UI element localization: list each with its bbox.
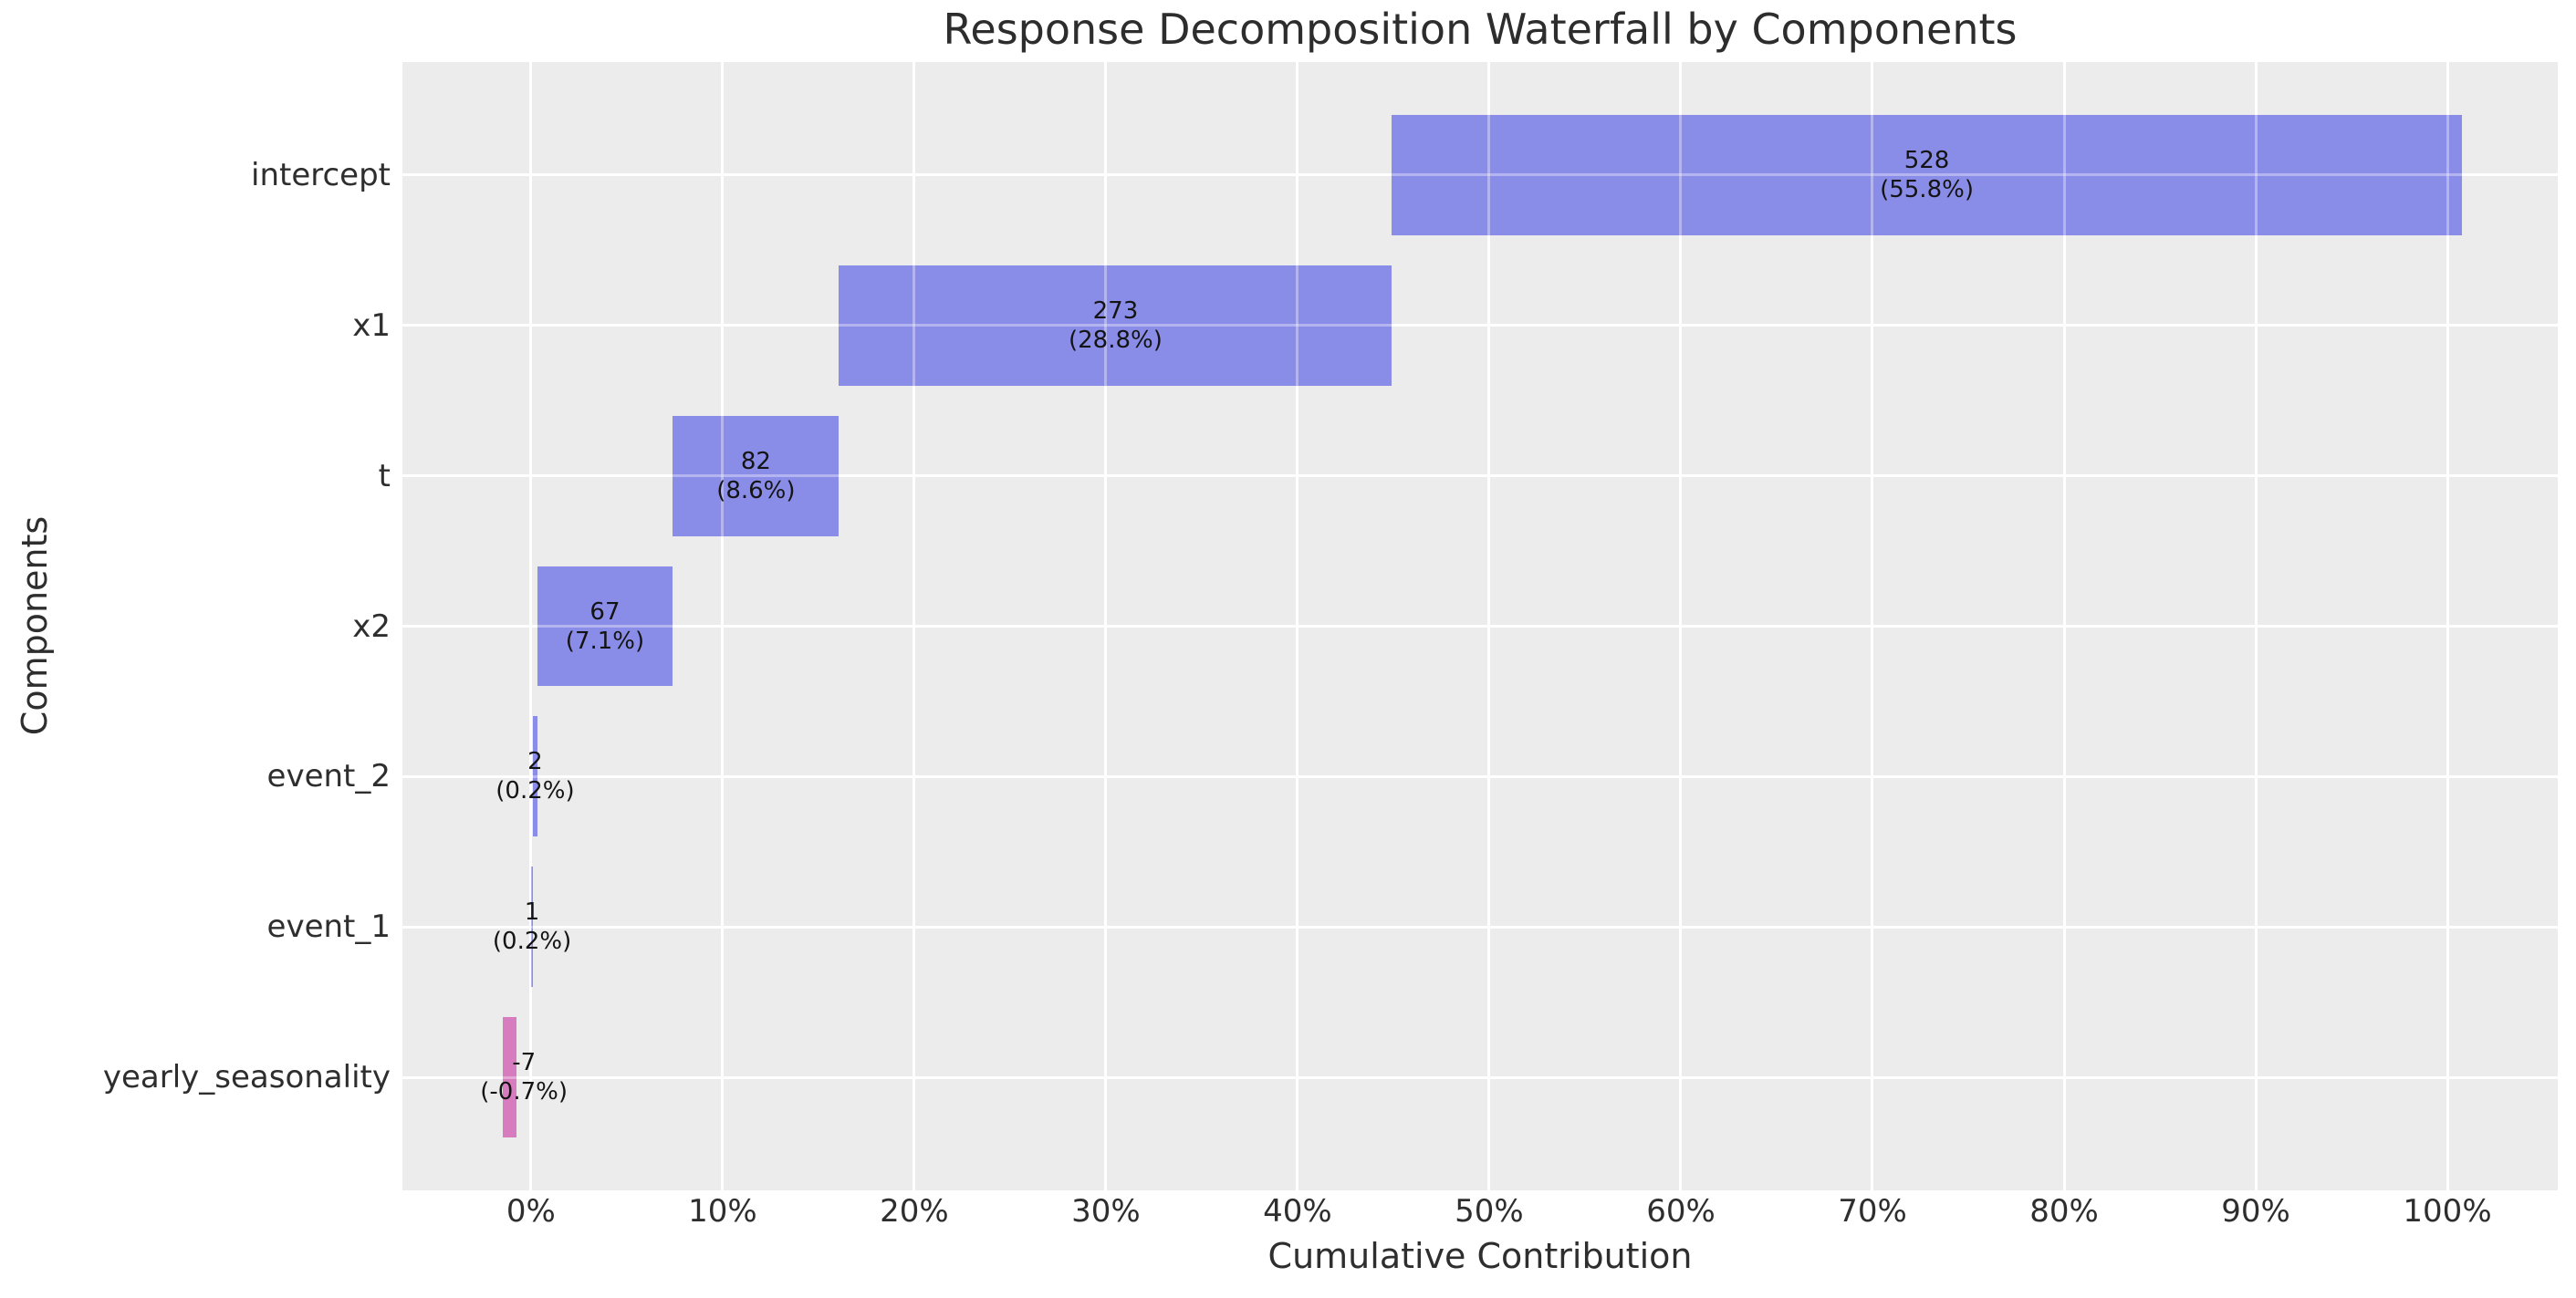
bar-value-text: 2 <box>527 748 543 776</box>
y-tick-label-yearly_seasonality: yearly_seasonality <box>102 1059 391 1096</box>
x-tick-label: 40% <box>1263 1193 1332 1230</box>
gridline-horizontal <box>402 474 2558 478</box>
gridline-horizontal <box>402 173 2558 177</box>
bar-percent-text: (8.6%) <box>716 476 796 504</box>
bar-value-text: 82 <box>740 447 771 475</box>
gridline-horizontal <box>402 1075 2558 1079</box>
x-tick-label: 50% <box>1455 1193 1524 1230</box>
waterfall-bar-t <box>673 415 840 536</box>
bar-label-intercept: 528 (55.8%) <box>1790 146 2064 204</box>
gridline-horizontal <box>402 774 2558 778</box>
bar-label-x2: 67 (7.1%) <box>468 597 742 656</box>
bar-percent-text: (55.8%) <box>1880 175 1974 203</box>
gridline-horizontal <box>402 925 2558 929</box>
gridline-vertical <box>913 62 916 1190</box>
gridline-vertical <box>1871 62 1874 1190</box>
x-tick-label: 90% <box>2221 1193 2290 1230</box>
gridline-horizontal <box>402 774 2558 778</box>
bar-label-x1: 273 (28.8%) <box>978 296 1252 355</box>
waterfall-bar-x2 <box>537 566 673 687</box>
plot-area: 528 (55.8%) 273 (28.8%) 82 (8.6%) 67 (7.1%) 2 (0.… <box>402 62 2558 1190</box>
y-tick-label-x1: x1 <box>352 306 391 344</box>
gridline-horizontal <box>402 324 2558 327</box>
x-tick-label: 30% <box>1071 1193 1141 1230</box>
bar-label-yearly_seasonality: -7 (-0.7%) <box>402 1048 661 1106</box>
x-tick-label: 20% <box>880 1193 949 1230</box>
gridline-vertical <box>721 62 725 1190</box>
x-tick-label: 10% <box>688 1193 757 1230</box>
x-tick-label: 80% <box>2029 1193 2099 1230</box>
y-axis-label: Components <box>15 515 55 736</box>
gridline-horizontal <box>402 1075 2558 1079</box>
gridline-horizontal <box>402 625 2558 628</box>
x-tick-label: 0% <box>506 1193 556 1230</box>
gridline-vertical <box>1296 62 1299 1190</box>
x-tick-label: 60% <box>1646 1193 1716 1230</box>
bar-percent-text: (0.2%) <box>492 928 572 956</box>
chart-title: Response Decomposition Waterfall by Comp… <box>943 5 2018 54</box>
x-axis-label: Cumulative Contribution <box>1267 1236 1693 1276</box>
bar-percent-text: (-0.7%) <box>480 1078 568 1106</box>
y-tick-label-event_1: event_1 <box>266 909 391 946</box>
bar-percent-text: (0.2%) <box>495 777 575 805</box>
bar-label-t: 82 (8.6%) <box>619 447 892 505</box>
bar-label-event_2: 2 (0.2%) <box>402 747 672 805</box>
x-tick-label: 70% <box>1838 1193 1907 1230</box>
gridline-vertical <box>2254 62 2258 1190</box>
gridline-vertical <box>1487 62 1491 1190</box>
bar-value-text: -7 <box>512 1049 537 1077</box>
bar-label-event_1: 1 (0.2%) <box>402 898 669 956</box>
y-tick-label-t: t <box>378 457 391 494</box>
bar-value-text: 67 <box>589 597 621 626</box>
waterfall-bar-event_1 <box>530 867 534 988</box>
gridline-vertical <box>529 62 533 1190</box>
bar-value-text: 528 <box>1903 146 1950 174</box>
bar-value-text: 1 <box>524 898 540 927</box>
waterfall-bar-yearly_seasonality <box>502 1017 517 1138</box>
waterfall-bar-x1 <box>839 265 1392 386</box>
y-tick-label-x2: x2 <box>352 607 391 645</box>
gridline-vertical <box>1679 62 1683 1190</box>
gridline-vertical <box>2446 62 2449 1190</box>
gridline-horizontal <box>402 474 2558 478</box>
gridline-vertical <box>2062 62 2066 1190</box>
gridline-horizontal <box>402 625 2558 628</box>
bar-percent-text: (7.1%) <box>565 627 645 655</box>
bar-percent-text: (28.8%) <box>1068 326 1163 354</box>
gridline-horizontal <box>402 925 2558 929</box>
gridline-horizontal <box>402 324 2558 327</box>
y-tick-label-event_2: event_2 <box>266 758 391 795</box>
bar-value-text: 273 <box>1092 296 1139 325</box>
waterfall-bar-event_2 <box>533 716 537 837</box>
waterfall-bar-intercept <box>1392 114 2462 235</box>
x-tick-label: 100% <box>2403 1193 2492 1230</box>
y-tick-label-intercept: intercept <box>251 156 391 193</box>
gridline-vertical <box>1104 62 1108 1190</box>
